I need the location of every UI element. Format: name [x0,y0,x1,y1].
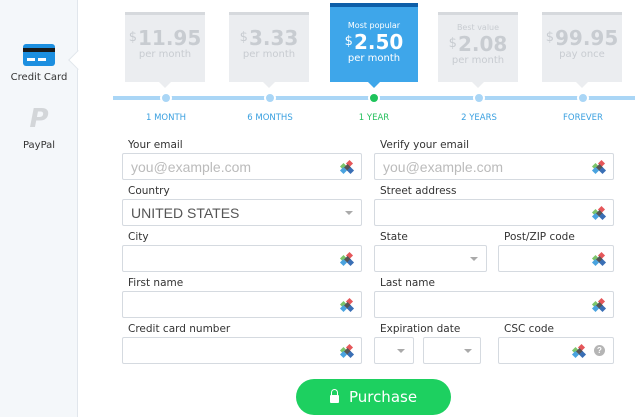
plan-price: $2.50 [344,30,404,54]
credit-card-icon [23,44,55,66]
chevron-down-icon [397,349,405,353]
plan-label[interactable]: 1 MONTH [145,113,187,123]
plan-price: $2.08 [448,32,508,56]
purchase-button[interactable]: Purchase [296,379,451,415]
autofill-icon[interactable] [591,297,607,313]
plan-period: pay once [559,49,605,60]
email-input[interactable]: you@example.com [122,153,362,180]
plan-dot-2-years[interactable] [473,92,485,104]
sidebar-item-label: Credit Card [10,72,68,83]
payment-method-sidebar: Credit Card P PayPal [0,0,78,417]
plan-card-1-year[interactable]: Most popular $2.50 per month [330,3,418,88]
sidebar-item-paypal[interactable]: P PayPal [0,106,78,151]
autofill-icon[interactable] [339,343,355,359]
autofill-icon[interactable] [339,297,355,313]
plan-price: $3.33 [239,26,299,50]
plan-label[interactable]: 6 MONTHS [247,113,293,123]
last-name-input[interactable] [374,291,614,318]
plan-dot-6-months[interactable] [264,92,276,104]
plan-dot-forever[interactable] [577,92,589,104]
street-label: Street address [380,185,457,197]
autofill-icon[interactable] [591,251,607,267]
card-number-input[interactable] [122,337,362,364]
plan-label[interactable]: 2 YEARS [461,113,497,123]
plan-card-2-years[interactable]: Best value $2.08 per month [438,12,518,88]
plan-period: per month [138,49,192,60]
csc-input[interactable]: ? [498,337,614,364]
verify-email-label: Verify your email [380,139,470,151]
sidebar-item-credit-card[interactable]: Credit Card [0,44,78,83]
expiration-year-select[interactable] [423,337,481,364]
card-number-label: Credit card number [128,323,231,335]
state-select[interactable] [374,245,487,272]
lock-icon [329,389,339,403]
plan-label[interactable]: FOREVER [563,113,603,123]
plan-tag: Best value [456,23,500,32]
plan-period: per month [451,55,505,66]
autofill-icon[interactable] [571,343,587,359]
state-label: State [380,231,408,243]
plan-period: per month [242,49,296,60]
country-label: Country [128,185,170,197]
street-input[interactable] [374,199,614,226]
help-icon[interactable]: ? [594,345,605,356]
chevron-down-icon [470,257,478,261]
autofill-icon[interactable] [591,159,607,175]
first-name-label: First name [128,277,184,289]
email-label: Your email [128,139,183,151]
csc-label: CSC code [504,323,554,335]
paypal-icon: P [29,104,49,134]
plan-dot-1-month[interactable] [160,92,172,104]
plan-card-6-months[interactable]: $3.33 per month [229,12,309,88]
zip-label: Post/ZIP code [504,231,575,243]
first-name-input[interactable] [122,291,362,318]
expiration-label: Expiration date [380,323,461,335]
sidebar-item-label: PayPal [22,140,56,151]
plan-label[interactable]: 1 YEAR [358,113,390,123]
city-input[interactable] [122,245,362,272]
verify-email-input[interactable]: you@example.com [374,153,614,180]
city-label: City [128,231,149,243]
plan-dot-1-year[interactable] [368,92,380,104]
plan-period: per month [347,53,401,64]
plan-price: $11.95 [128,26,202,50]
chevron-down-icon [464,349,472,353]
plan-price: $99.95 [545,26,619,50]
zip-input[interactable] [498,245,614,272]
plan-card-1-month[interactable]: $11.95 per month [125,12,205,88]
plan-card-forever[interactable]: $99.95 pay once [542,12,622,88]
autofill-icon[interactable] [339,251,355,267]
country-select[interactable]: UNITED STATES [122,199,362,226]
autofill-icon[interactable] [591,205,607,221]
plan-tag: Most popular [347,21,401,30]
expiration-month-select[interactable] [374,337,414,364]
chevron-down-icon [345,211,353,215]
autofill-icon[interactable] [339,159,355,175]
last-name-label: Last name [380,277,435,289]
